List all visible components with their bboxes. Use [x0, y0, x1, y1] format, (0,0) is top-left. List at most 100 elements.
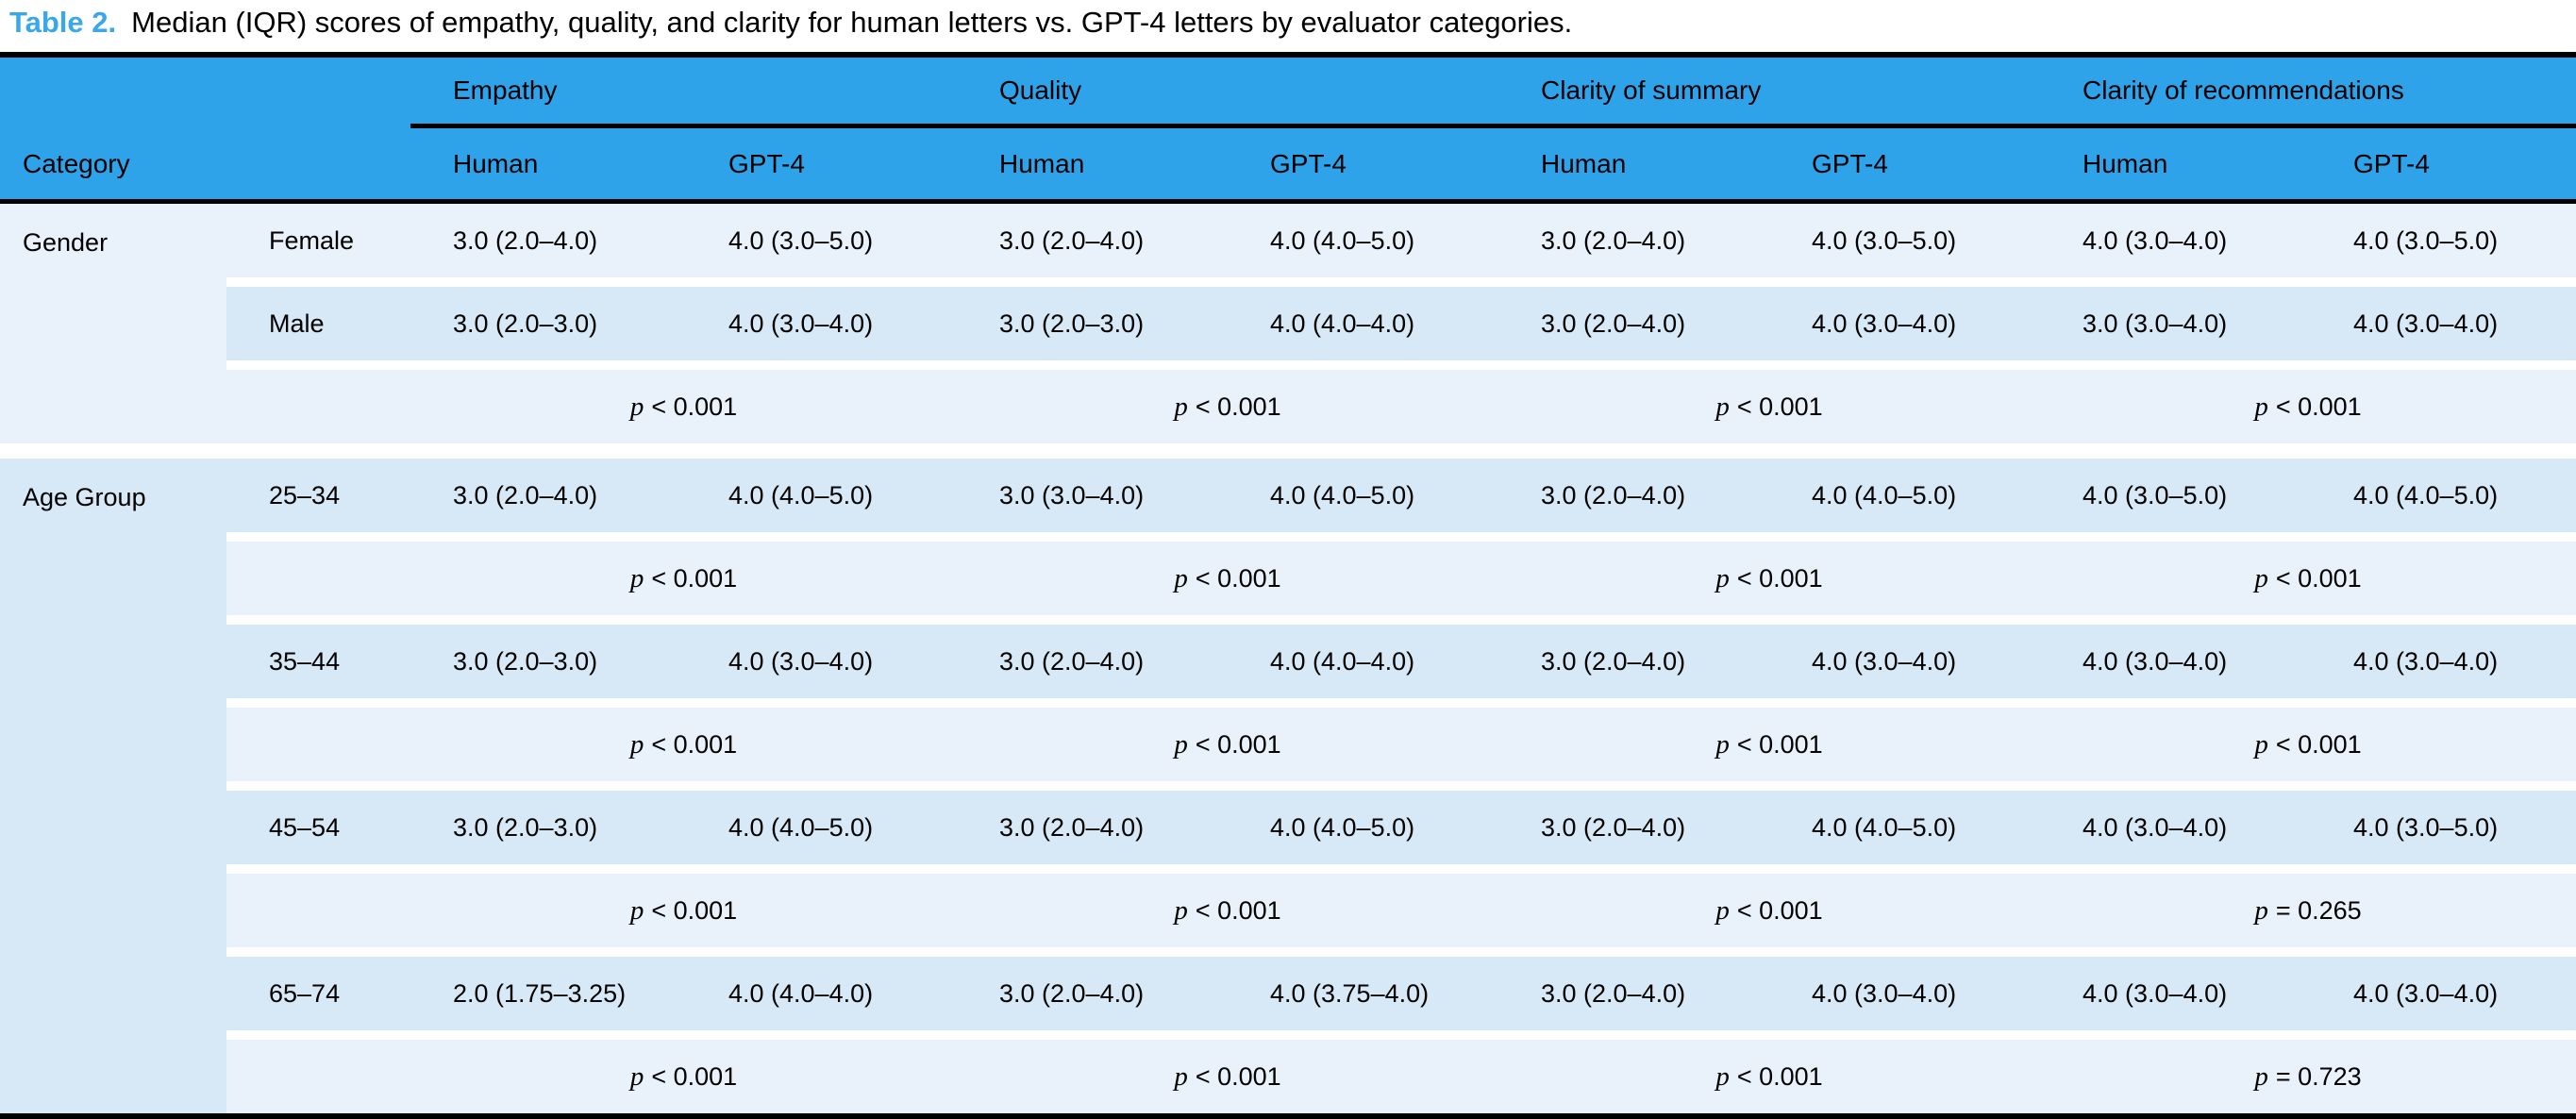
- value-cell: 3.0 (3.0–4.0): [2040, 277, 2311, 360]
- p-value-cell: p < 0.001: [1498, 864, 2040, 947]
- p-symbol: p: [1174, 728, 1188, 760]
- p-symbol: p: [2254, 562, 2268, 593]
- p-value-cell: p = 0.265: [2040, 864, 2576, 947]
- gpt4-header-quality: GPT-4: [1228, 128, 1498, 204]
- human-header-clarity-of-summary: Human: [1498, 128, 1769, 204]
- caption-text: Median (IQR) scores of empathy, quality,…: [131, 6, 1573, 39]
- p-value-cell: p < 0.001: [2040, 532, 2576, 615]
- header-corner-spacer: [0, 58, 410, 128]
- empty-cell: [226, 864, 410, 947]
- column-group-clarity-of-summary: Clarity of summary: [1498, 58, 2040, 128]
- value-cell: 4.0 (4.0–5.0): [686, 459, 957, 532]
- p-value: < 0.001: [651, 729, 738, 759]
- group-spacer-row: [0, 443, 2576, 459]
- empty-cell: [226, 360, 410, 443]
- table-row: Age Group 25–34 3.0 (2.0–4.0) 4.0 (4.0–5.0)…: [0, 459, 2576, 1113]
- p-value: < 0.001: [1195, 563, 1281, 593]
- p-value: < 0.001: [1736, 563, 1823, 593]
- value-cell: 2.0 (1.75–3.25): [410, 947, 686, 1030]
- table-row: p < 0.001 p < 0.001 p < 0.001 p = 0.723: [0, 1030, 2576, 1113]
- p-symbol: p: [629, 728, 644, 760]
- subcategory-cell: 45–54: [226, 781, 410, 864]
- value-cell: 4.0 (3.0–4.0): [1769, 277, 2040, 360]
- value-cell: 4.0 (3.0–4.0): [2040, 615, 2311, 698]
- table-row: p < 0.001 p < 0.001 p < 0.001 p < 0.001: [0, 698, 2576, 781]
- value-cell: 3.0 (2.0–4.0): [1498, 781, 1769, 864]
- p-value-cell: p < 0.001: [957, 532, 1498, 615]
- category-header: Category: [0, 128, 410, 204]
- p-value-cell: p < 0.001: [2040, 698, 2576, 781]
- value-cell: 4.0 (4.0–4.0): [1228, 615, 1498, 698]
- human-header-quality: Human: [957, 128, 1228, 204]
- empty-cell: [226, 532, 410, 615]
- p-value-cell: p < 0.001: [957, 360, 1498, 443]
- gpt4-header-clarity-of-summary: GPT-4: [1769, 128, 2040, 204]
- value-cell: 3.0 (2.0–4.0): [957, 615, 1228, 698]
- subcategory-cell: 65–74: [226, 947, 410, 1030]
- value-cell: 4.0 (4.0–4.0): [686, 947, 957, 1030]
- human-header-clarity-of-recommendations: Human: [2040, 128, 2311, 204]
- p-value: < 0.001: [1736, 1061, 1823, 1091]
- group-header-row: Empathy Quality Clarity of summary Clarity …: [0, 58, 2576, 128]
- p-value: < 0.001: [2275, 729, 2362, 759]
- value-cell: 4.0 (3.0–4.0): [2040, 781, 2311, 864]
- value-cell: 3.0 (2.0–4.0): [410, 459, 686, 532]
- value-cell: 3.0 (2.0–4.0): [1498, 277, 1769, 360]
- table-row: 45–54 3.0 (2.0–3.0) 4.0 (4.0–5.0) 3.0 (2.0–…: [0, 781, 2576, 864]
- p-symbol: p: [1715, 894, 1730, 926]
- p-value-cell: p < 0.001: [957, 864, 1498, 947]
- column-group-empathy: Empathy: [410, 58, 957, 128]
- subcategory-cell: 25–34: [226, 459, 410, 532]
- p-symbol: p: [2254, 1061, 2268, 1092]
- p-symbol: p: [1174, 391, 1188, 422]
- p-symbol: p: [1174, 894, 1188, 926]
- table-row: p < 0.001 p < 0.001 p < 0.001 p = 0.265: [0, 864, 2576, 947]
- p-value-cell: p < 0.001: [410, 532, 957, 615]
- p-value: < 0.001: [1195, 1061, 1281, 1091]
- subcategory-cell: 35–44: [226, 615, 410, 698]
- value-cell: 4.0 (3.0–4.0): [2040, 947, 2311, 1030]
- p-value: = 0.265: [2275, 895, 2362, 925]
- p-value: < 0.001: [651, 1061, 738, 1091]
- p-value-cell: p < 0.001: [410, 1030, 957, 1113]
- empty-cell: [226, 698, 410, 781]
- value-cell: 3.0 (2.0–4.0): [1498, 947, 1769, 1030]
- p-value-cell: p < 0.001: [1498, 1030, 2040, 1113]
- p-value: < 0.001: [651, 895, 738, 925]
- subcategory-cell: Male: [226, 277, 410, 360]
- p-symbol: p: [629, 562, 644, 593]
- value-cell: 4.0 (3.0–5.0): [2311, 781, 2576, 864]
- p-value-cell: p < 0.001: [1498, 532, 2040, 615]
- p-value: < 0.001: [1195, 729, 1281, 759]
- value-cell: 4.0 (3.0–4.0): [2311, 615, 2576, 698]
- p-value: < 0.001: [2275, 563, 2362, 593]
- table-caption: Table 2. Median (IQR) scores of empathy, …: [0, 0, 2576, 52]
- p-value-cell: p < 0.001: [410, 360, 957, 443]
- value-cell: 4.0 (3.0–4.0): [1769, 947, 2040, 1030]
- value-cell: 4.0 (3.0–4.0): [686, 615, 957, 698]
- p-symbol: p: [1715, 728, 1730, 760]
- p-value-cell: p < 0.001: [957, 1030, 1498, 1113]
- value-cell: 4.0 (3.0–5.0): [2040, 459, 2311, 532]
- p-value: < 0.001: [1736, 729, 1823, 759]
- value-cell: 4.0 (3.0–4.0): [2040, 204, 2311, 277]
- p-symbol: p: [1174, 562, 1188, 593]
- group-spacer: [0, 443, 2576, 459]
- p-symbol: p: [1715, 562, 1730, 593]
- p-symbol: p: [2254, 894, 2268, 926]
- category-cell-gender: Gender: [0, 204, 226, 443]
- gpt4-header-clarity-of-recommendations: GPT-4: [2311, 128, 2576, 204]
- value-cell: 4.0 (4.0–4.0): [1228, 277, 1498, 360]
- p-value-cell: p < 0.001: [957, 698, 1498, 781]
- p-value: = 0.723: [2275, 1061, 2362, 1091]
- value-cell: 4.0 (4.0–5.0): [1228, 204, 1498, 277]
- p-symbol: p: [629, 894, 644, 926]
- value-cell: 4.0 (3.0–4.0): [2311, 277, 2576, 360]
- value-cell: 3.0 (2.0–4.0): [957, 947, 1228, 1030]
- value-cell: 3.0 (2.0–4.0): [410, 204, 686, 277]
- column-group-quality: Quality: [957, 58, 1498, 128]
- p-symbol: p: [2254, 391, 2268, 422]
- value-cell: 3.0 (2.0–3.0): [410, 277, 686, 360]
- p-value-cell: p < 0.001: [2040, 360, 2576, 443]
- table-row: p < 0.001 p < 0.001 p < 0.001 p < 0.001: [0, 360, 2576, 443]
